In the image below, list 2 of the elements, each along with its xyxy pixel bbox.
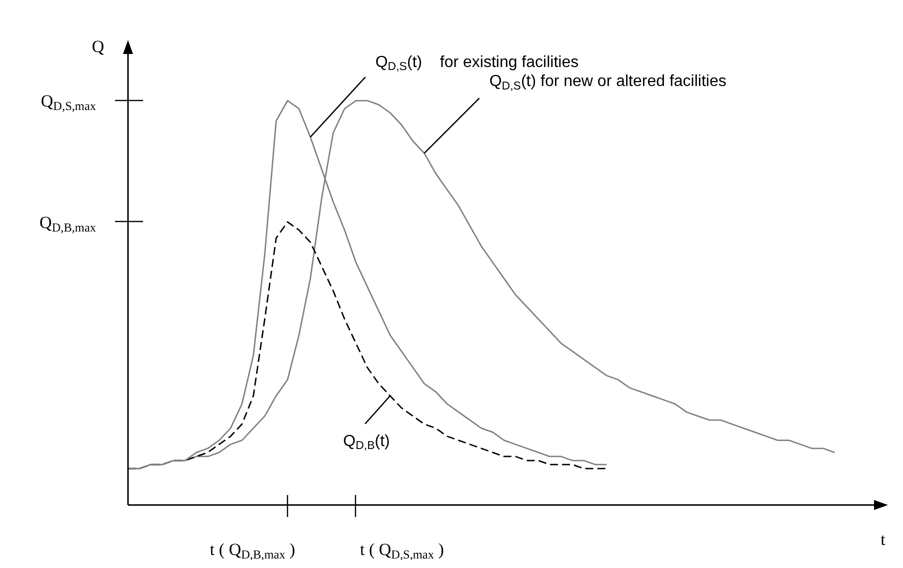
y-axis-title: Q (92, 37, 104, 56)
x-axis-title: t (880, 530, 886, 549)
